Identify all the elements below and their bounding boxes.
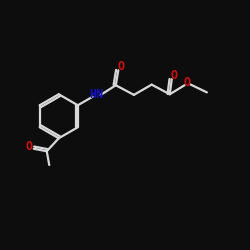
Text: O: O (117, 60, 124, 73)
Text: HN: HN (90, 88, 104, 101)
Text: O: O (26, 140, 33, 153)
Text: O: O (170, 69, 177, 82)
Text: O: O (184, 76, 191, 89)
